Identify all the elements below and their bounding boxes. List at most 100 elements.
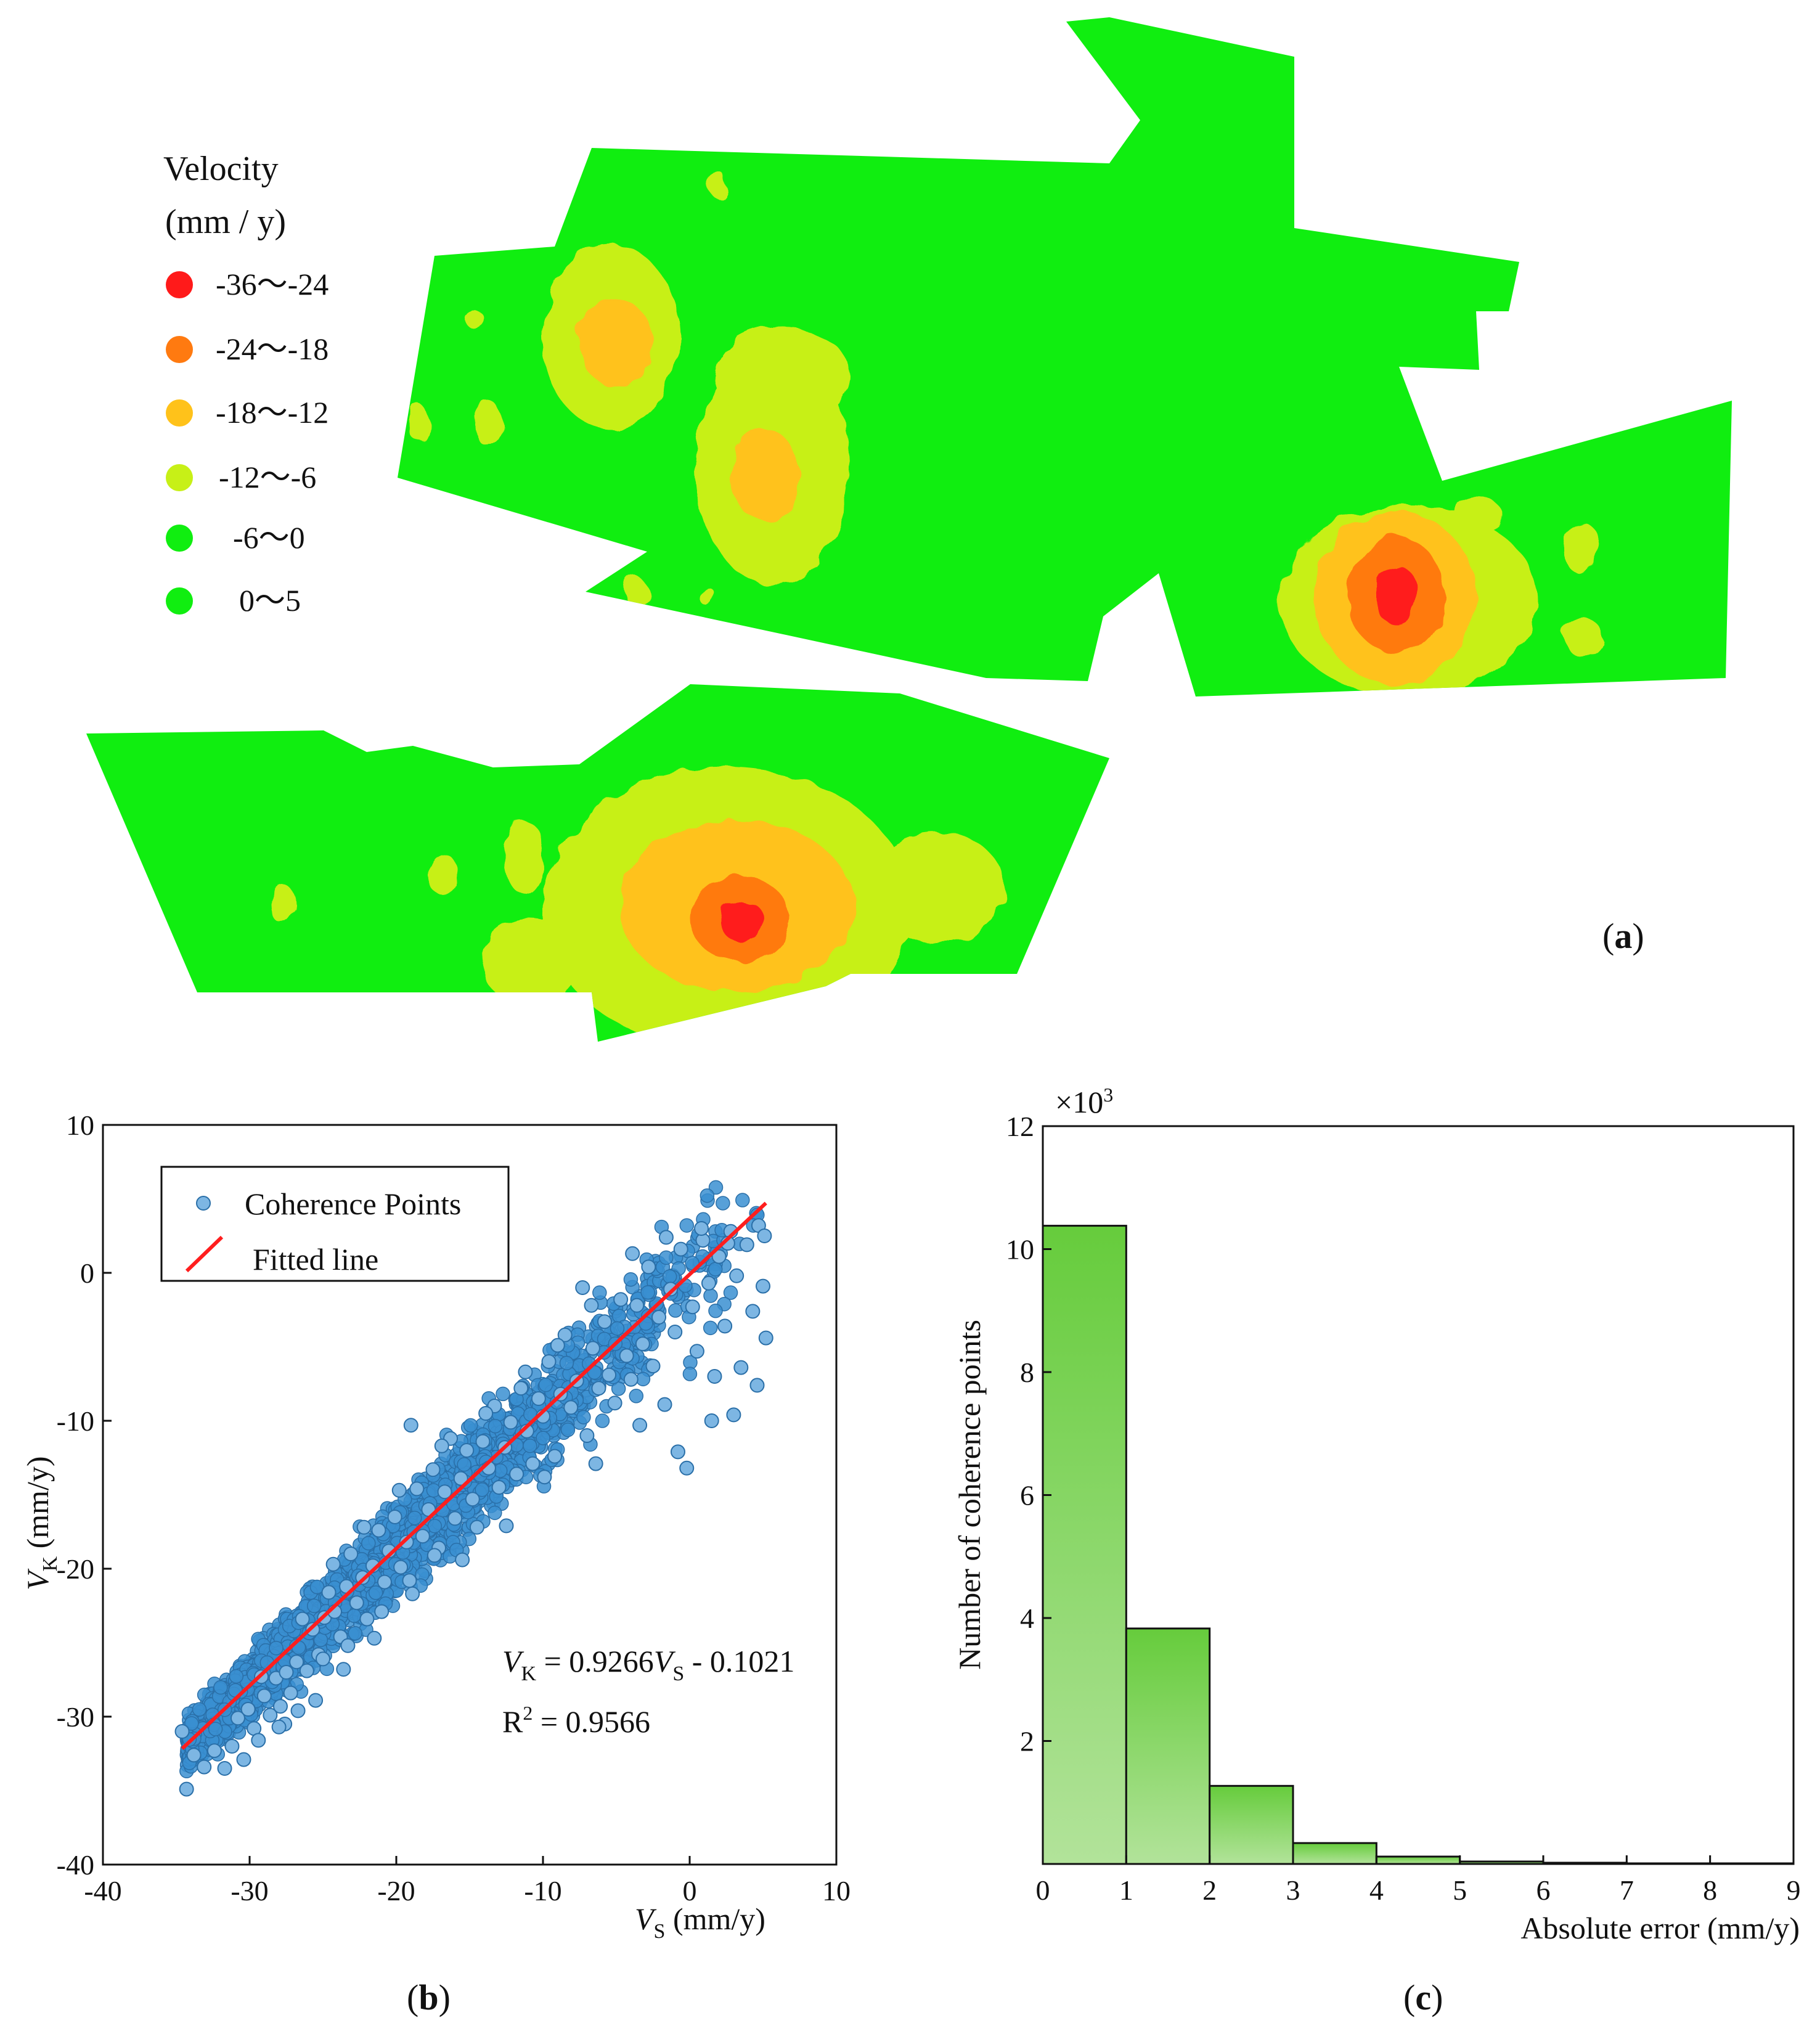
map-region-lower [86,684,1109,1042]
scatter-point [224,1739,240,1754]
legend-title: Velocity [163,150,279,188]
scatter-point [368,1585,383,1600]
scatter-point [503,1415,518,1430]
scatter-point [657,1397,672,1412]
scatter-panel: -40 -30 -20 -10 0 10 -40 -30 -20 -10 0 10 Coherence… [20,1109,851,2017]
scatter-point [465,1492,480,1507]
scatter-point [739,1237,754,1253]
scatter-point [758,1330,773,1346]
scatter-point [208,1722,223,1736]
legend-item: -6～0 [166,520,305,555]
x-tick-label: 0 [1036,1874,1050,1906]
legend-item: 0～5 [166,583,301,618]
legend-label: -6～0 [233,520,305,555]
legend-point-swatch [196,1196,211,1211]
scatter-point [230,1710,245,1726]
scatter-point [336,1662,351,1677]
scatter-point [726,1407,741,1423]
y-tick-label: -10 [57,1405,94,1437]
scatter-point [184,1716,199,1731]
scatter-point [240,1702,256,1717]
x-tick-label: 8 [1703,1874,1717,1906]
small-patch [429,854,459,896]
scatter-point [591,1381,606,1396]
scatter-point [186,1747,202,1763]
histogram-bar [1042,1225,1127,1865]
scatter-point [371,1522,386,1538]
legend-label: -24～-18 [216,332,328,366]
histogram-bar [1292,1842,1377,1865]
map-region-upper [398,17,1732,697]
scatter-point [584,1297,599,1313]
scatter-point [635,1336,650,1352]
scatter-point [426,1548,442,1563]
scatter-point [619,1348,634,1363]
scatter-point [308,1693,324,1708]
y-tick-label: 4 [1020,1603,1034,1634]
legend-line-swatch [185,1235,224,1273]
scatter-point [475,1482,489,1497]
zone-m12-6 [715,327,851,425]
scatter-point [597,1314,612,1330]
scatter-point [509,1466,524,1482]
y-tick-label: -30 [57,1701,94,1733]
scatter-point [662,1269,677,1284]
scatter-point [356,1519,372,1535]
small-patch [504,820,544,894]
scatter-point [703,1288,718,1303]
legend-label: -36～-24 [216,267,328,301]
scatter-point [306,1598,322,1613]
scatter-point [703,1320,718,1336]
x-tick-label: 7 [1620,1874,1634,1906]
scatter-point [679,1460,695,1476]
scatter-point [478,1406,494,1421]
scatter-point [563,1400,579,1415]
scatter-point [700,1188,715,1203]
scatter-point [536,1431,550,1445]
scatter-point [405,1586,420,1601]
scatter-point [425,1462,441,1477]
legend-swatch [166,587,193,615]
scatter-point [271,1719,287,1735]
scatter-point [723,1285,738,1300]
legend-label: 0～5 [239,583,301,618]
y-tick-label: 12 [1006,1111,1034,1142]
legend-swatch [166,525,193,552]
scatter-point [708,1303,723,1318]
scatter-point [729,1268,745,1283]
scatter-point [663,1281,679,1297]
scatter-point [757,1228,772,1243]
scatter-point [272,1699,288,1714]
histogram-bars [1042,1225,1795,1865]
scatter-point [513,1381,529,1396]
scatter-point [434,1438,449,1453]
zone-m18-12 [730,428,798,521]
scatter-point [701,1275,716,1291]
scatter-point [455,1552,470,1567]
velocity-legend: Velocity (mm / y) -36～-24 -24～-18 -18～-1… [163,150,328,618]
scatter-point [469,1519,484,1535]
scatter-point [632,1418,648,1433]
scatter-point [576,1410,591,1424]
scatter-point [256,1688,272,1704]
scatter-point [437,1484,452,1500]
zone-m12-6 [869,832,1005,943]
scatter-point [387,1510,402,1524]
scatter-point [251,1733,266,1748]
small-patch [1456,499,1503,531]
scatter-point [667,1325,683,1339]
legend-label-points: Coherence Points [245,1187,461,1221]
scatter-point [607,1396,622,1411]
scatter-point [537,1469,552,1485]
scatter-point [206,1743,222,1759]
scatter-point [263,1707,278,1723]
legend-swatch [166,271,193,298]
x-tick-label: -40 [84,1875,121,1906]
scatter-point [415,1529,430,1544]
scatter-point [711,1249,727,1264]
zone-m36-24 [1374,565,1418,624]
scatter-point [579,1428,595,1443]
scatter-point [518,1364,533,1379]
scatter-point [459,1443,475,1458]
scatter-legend: Coherence Points Fitted line [160,1166,510,1282]
